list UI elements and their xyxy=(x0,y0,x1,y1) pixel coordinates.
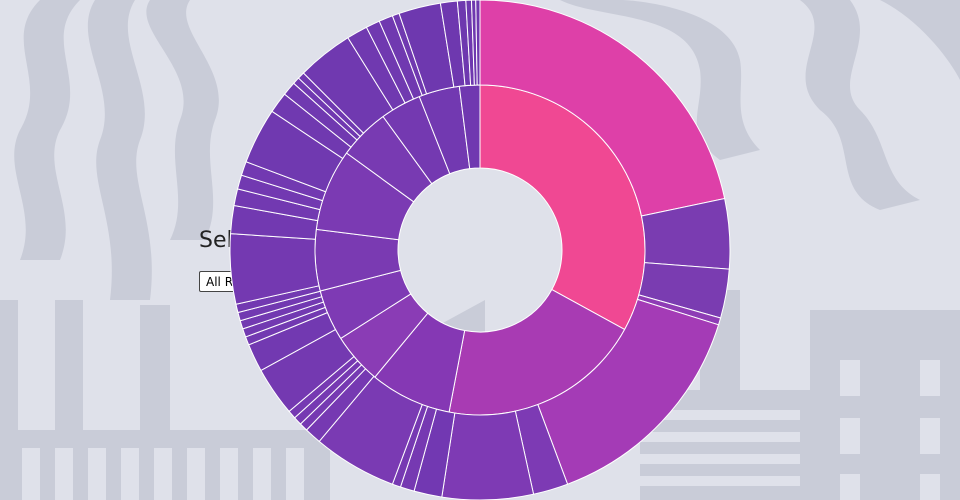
factory-right-windows xyxy=(640,360,940,500)
smoke-plumes xyxy=(14,0,960,300)
factory-left-windows xyxy=(22,448,304,500)
sunburst-segment-ring2-43[interactable] xyxy=(475,0,481,86)
region-select-label: Sel xyxy=(199,228,233,253)
